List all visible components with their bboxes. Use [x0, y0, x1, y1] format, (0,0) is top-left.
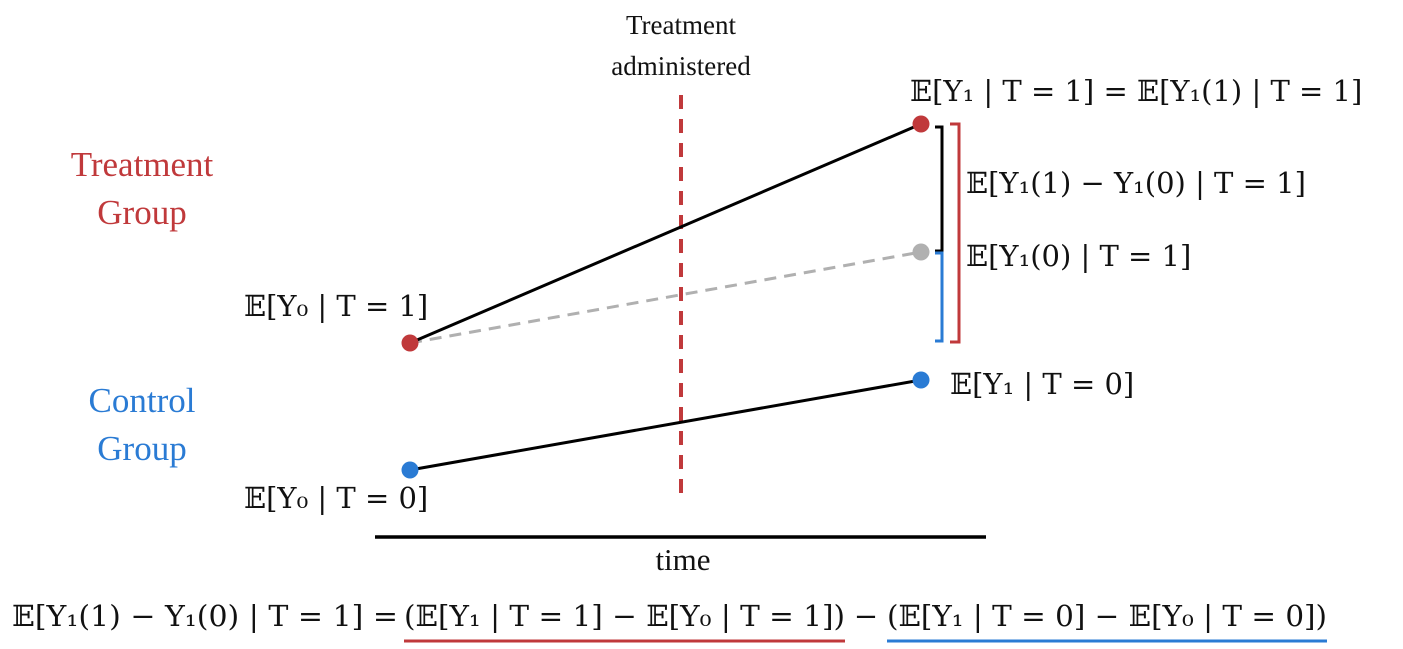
- equation-term-treatment: (𝔼[Y₁ | T = 1] − 𝔼[Y₀ | T = 1]): [404, 599, 845, 633]
- treatment-marker-label-2: administered: [611, 51, 751, 81]
- treatment-trend-line: [409, 122, 922, 345]
- treatment-post-point: [912, 115, 930, 133]
- time-axis-label: time: [655, 542, 710, 577]
- equation-lhs: 𝔼[Y₁(1) − Y₁(0) | T = 1] =: [12, 599, 398, 633]
- equation-term-control: (𝔼[Y₁ | T = 0] − 𝔼[Y₀ | T = 0]): [887, 599, 1327, 633]
- counterfactual-trend-line: [409, 250, 922, 345]
- control-pre-point: [401, 461, 419, 479]
- y0-control-label: 𝔼[Y₀ | T = 0]: [244, 481, 428, 515]
- treatment-group-label-2: Group: [97, 193, 186, 232]
- effect-label: 𝔼[Y₁(1) − Y₁(0) | T = 1]: [966, 166, 1306, 200]
- counterfactual-bracket: [935, 251, 944, 343]
- treatment-group-label-1: Treatment: [71, 145, 214, 184]
- control-post-point: [912, 371, 930, 389]
- effect-bracket: [935, 125, 944, 253]
- y1-control-label: 𝔼[Y₁ | T = 0]: [950, 367, 1134, 401]
- y1-treat-label: 𝔼[Y₁ | T = 1] = 𝔼[Y₁(1) | T = 1]: [910, 74, 1362, 108]
- y0-treat-label: 𝔼[Y₀ | T = 1]: [244, 289, 428, 323]
- control-trend-line: [409, 378, 922, 472]
- counterfactual-point: [912, 243, 930, 261]
- treatment-pre-point: [401, 334, 419, 352]
- total-bracket: [950, 122, 961, 344]
- control-group-label-1: Control: [89, 381, 196, 420]
- counterfactual-label: 𝔼[Y₁(0) | T = 1]: [966, 239, 1191, 273]
- treatment-marker-label-1: Treatment: [626, 10, 736, 40]
- control-group-label-2: Group: [97, 429, 186, 468]
- equation-minus: −: [854, 599, 878, 633]
